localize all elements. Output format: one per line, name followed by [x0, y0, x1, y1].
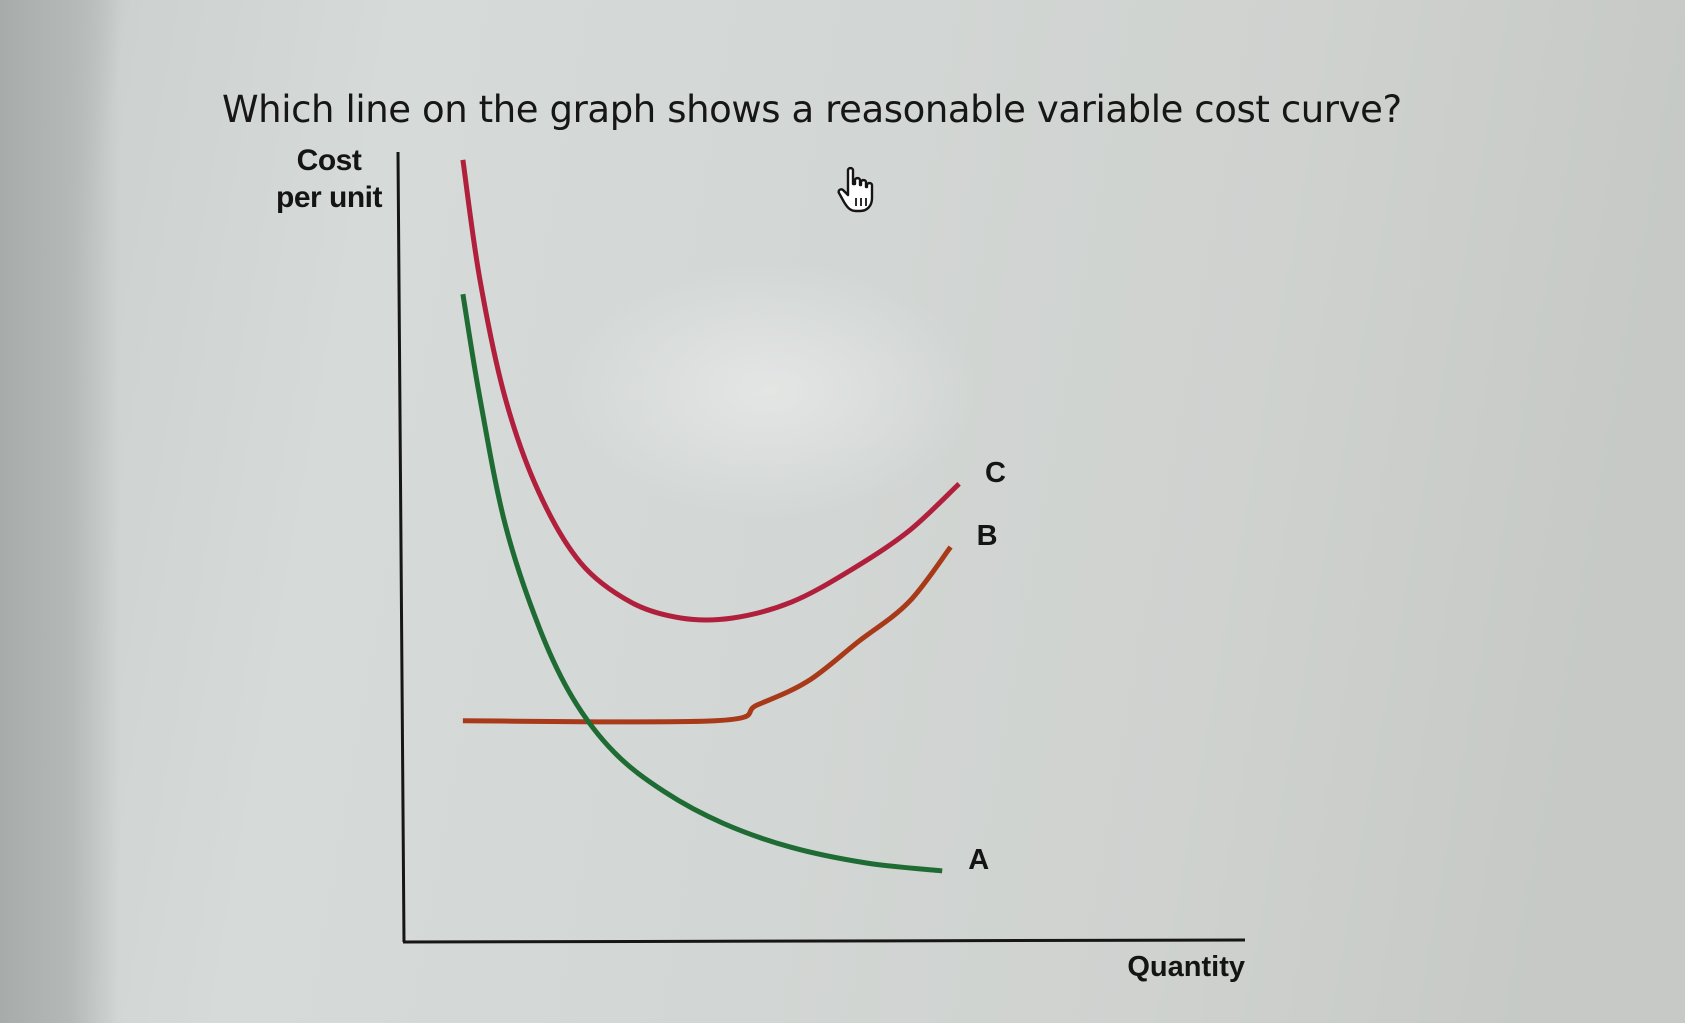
question-text: Which line on the graph shows a reasonab… — [222, 88, 1402, 131]
screen-bezel — [0, 0, 120, 1023]
x-axis-label: Quantity — [1127, 951, 1245, 983]
series-line-b — [462, 545, 953, 725]
chart-lines-group — [460, 159, 961, 874]
y-axis-line — [396, 151, 406, 943]
y-axis-label: Cost per unit — [270, 142, 388, 216]
y-axis-label-line-1: Cost — [296, 144, 362, 177]
y-axis-label-line-2: per unit — [276, 181, 383, 214]
screen-glare — [560, 260, 980, 520]
series-line-c — [460, 159, 961, 623]
hand-pointer-icon — [837, 166, 874, 213]
series-label-a: A — [968, 844, 989, 876]
series-labels-group: CB A — [968, 457, 1006, 876]
x-axis-line — [402, 938, 1246, 944]
series-label-b: B — [977, 520, 998, 552]
series-label-c: C — [985, 457, 1006, 489]
series-line-a — [460, 293, 943, 874]
